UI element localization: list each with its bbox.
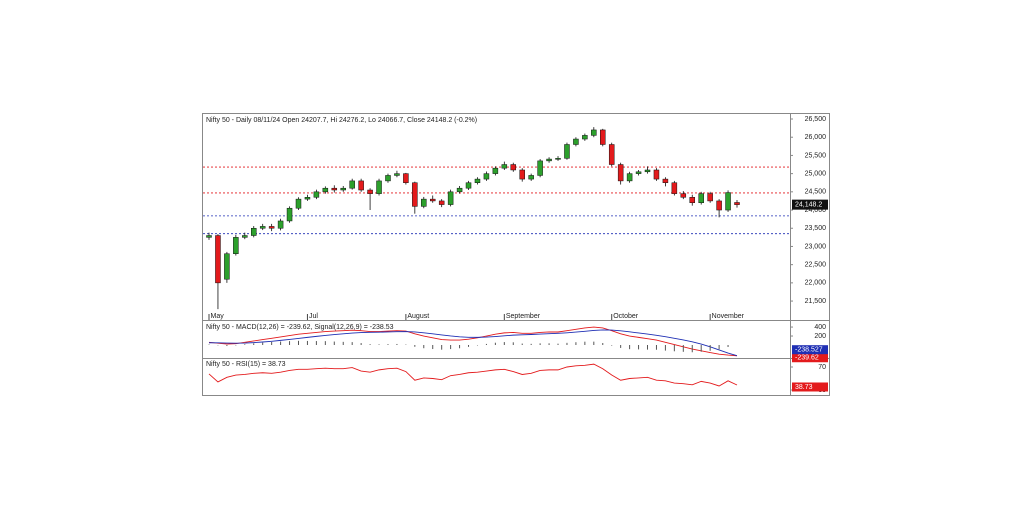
candle-body xyxy=(304,197,311,200)
candle-body xyxy=(412,182,418,207)
candle-body xyxy=(456,187,463,193)
candle-body xyxy=(626,173,633,182)
x-tick-label: May xyxy=(211,313,225,320)
y-tick-label: 70 xyxy=(818,364,826,371)
candle-body xyxy=(689,197,696,204)
candle-body xyxy=(313,191,320,198)
indicator-line xyxy=(208,329,738,357)
candle-body xyxy=(474,178,481,183)
candle-body xyxy=(358,180,364,191)
candle-body xyxy=(403,173,409,183)
value-box xyxy=(792,353,828,363)
candle-body xyxy=(501,164,508,169)
rsi-title: Nifty 50 - RSI(15) = 38.73 xyxy=(206,361,286,368)
candle-body xyxy=(286,207,293,222)
candle-body xyxy=(268,226,275,229)
x-tick-label: October xyxy=(613,313,639,320)
y-tick-label: 200 xyxy=(814,333,826,340)
candle-body xyxy=(206,235,212,238)
last-price-label: 24,148.2 xyxy=(795,201,822,208)
value-box xyxy=(792,345,828,355)
y-tick-label: 24,500 xyxy=(805,189,827,196)
y-tick-label: 22,500 xyxy=(805,261,827,268)
candle-body xyxy=(519,169,525,180)
candle-body xyxy=(698,193,704,204)
candle-body xyxy=(340,187,346,191)
candle-body xyxy=(385,175,391,182)
candle-body xyxy=(277,220,284,229)
candle-body xyxy=(546,158,552,162)
candle-body xyxy=(233,237,239,254)
indicator-line xyxy=(208,326,738,357)
candle-body xyxy=(725,192,731,211)
value-box-label: -238.527 xyxy=(795,347,823,354)
candle-body xyxy=(617,164,624,182)
candle-body xyxy=(734,202,740,205)
y-tick-label: 400 xyxy=(814,324,826,331)
candle-body xyxy=(510,164,517,171)
candle-body xyxy=(259,226,266,229)
candle-body xyxy=(349,180,355,189)
candle-body xyxy=(492,167,499,174)
x-tick-label: Jul xyxy=(309,313,318,320)
candle-body xyxy=(295,198,302,209)
candle-body xyxy=(528,175,534,180)
value-box xyxy=(792,382,828,392)
last-price-box xyxy=(792,199,828,210)
candle-body xyxy=(537,160,543,176)
candle-body xyxy=(483,173,490,180)
candle-body xyxy=(215,235,221,284)
x-tick-label: September xyxy=(506,313,541,320)
x-tick-label: August xyxy=(407,313,429,320)
macd-title: Nifty 50 - MACD(12,26) = -239.62, Signal… xyxy=(206,324,394,331)
y-tick-label: 25,500 xyxy=(805,152,827,159)
candle-body xyxy=(600,129,606,145)
candle-body xyxy=(394,173,400,176)
candle-body xyxy=(591,129,597,136)
candle-body xyxy=(716,200,722,211)
candle-body xyxy=(250,227,257,236)
y-tick-label: 21,500 xyxy=(805,298,827,305)
candle-body xyxy=(465,182,472,189)
value-box-label: -239.62 xyxy=(795,355,819,362)
candle-body xyxy=(564,144,570,159)
candle-body xyxy=(322,187,329,193)
candle-body xyxy=(653,169,660,180)
candle-body xyxy=(608,144,615,165)
candle-body xyxy=(680,193,687,198)
candle-body xyxy=(635,171,642,174)
candle-body xyxy=(331,187,338,191)
candle-body xyxy=(376,180,382,194)
candle-body xyxy=(429,198,436,202)
candle-body xyxy=(644,169,651,173)
candle-body xyxy=(438,200,445,205)
y-tick-label: 23,000 xyxy=(805,243,827,250)
y-tick-label: 25,000 xyxy=(805,170,827,177)
candle-body xyxy=(707,193,713,202)
y-tick-label: 22,000 xyxy=(805,280,827,287)
candle-body xyxy=(224,253,230,280)
x-tick-label: November xyxy=(712,313,745,320)
candle-body xyxy=(555,158,561,160)
candle-body xyxy=(582,135,588,140)
price-title: Nifty 50 - Daily 08/11/24 Open 24207.7, … xyxy=(206,117,477,124)
y-tick-label: 23,500 xyxy=(805,225,827,232)
candle-body xyxy=(573,138,579,145)
y-tick-label: 26,500 xyxy=(805,116,827,123)
candle-body xyxy=(662,178,669,183)
candle-body xyxy=(671,182,678,194)
candle-body xyxy=(421,198,427,207)
frame xyxy=(202,113,830,396)
y-tick-label: 24,000 xyxy=(805,207,827,214)
y-tick-label: 26,000 xyxy=(805,134,827,141)
candle-body xyxy=(447,191,454,205)
candle-body xyxy=(242,235,248,238)
candle-body xyxy=(367,189,373,194)
indicator-line xyxy=(208,363,738,387)
value-box-label: 38.73 xyxy=(795,384,813,391)
